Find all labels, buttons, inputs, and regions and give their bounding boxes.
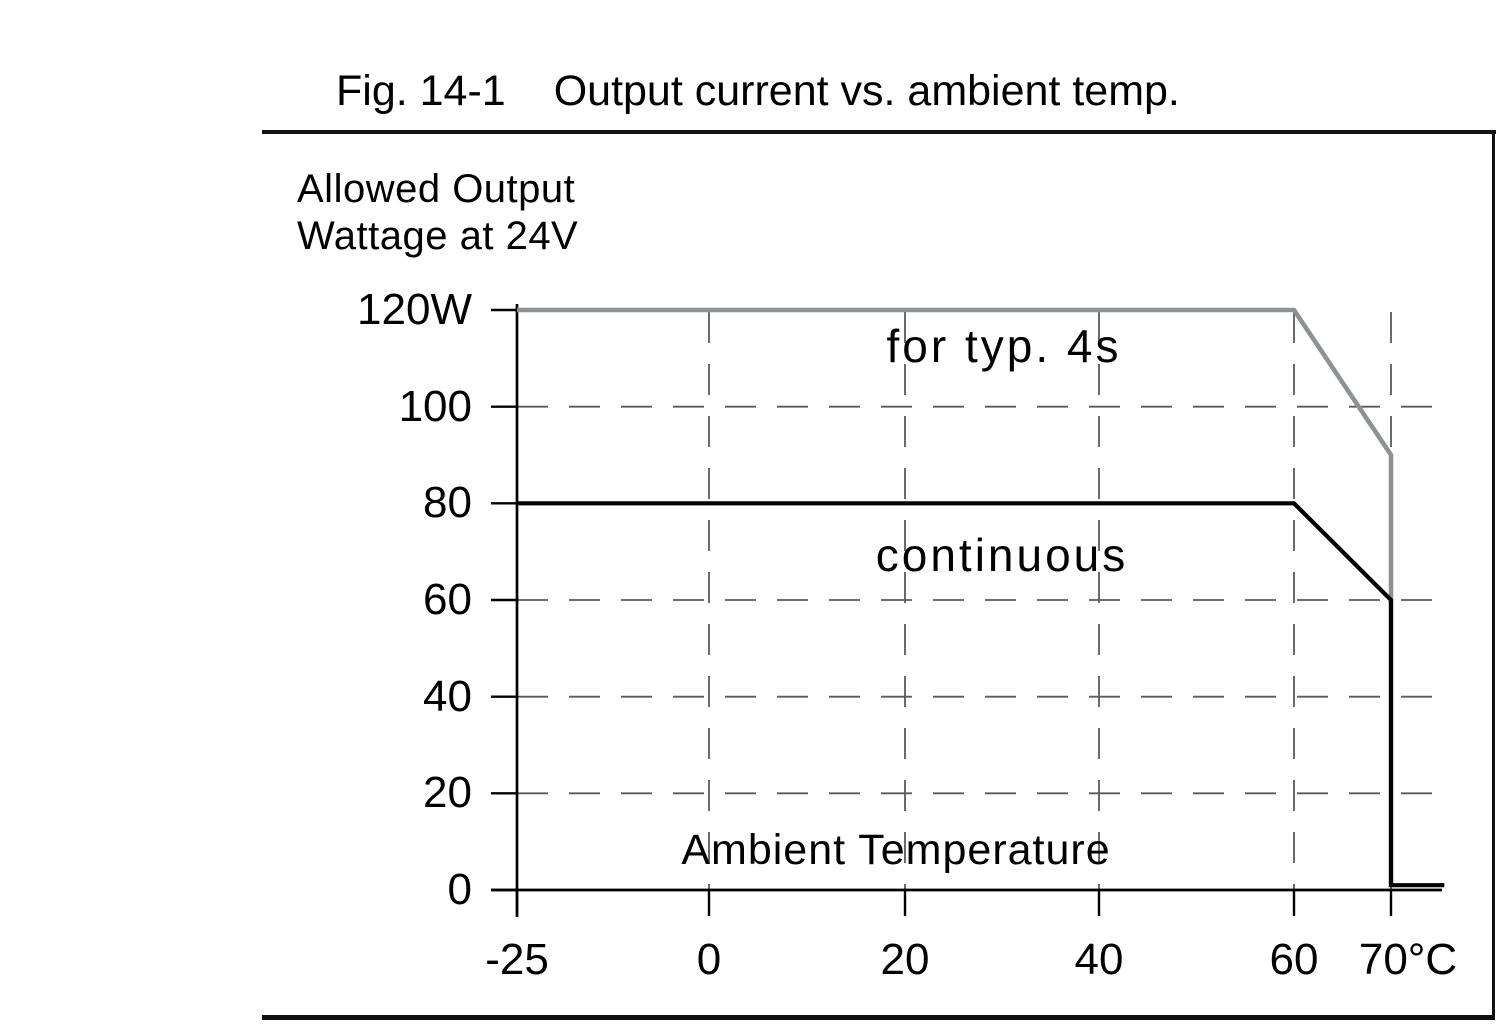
y-tick-label: 60: [423, 575, 472, 624]
x-tick-label: 60: [1269, 935, 1319, 984]
y-tick-label: 0: [447, 865, 472, 914]
x-tick-label: 20: [880, 935, 930, 984]
y-axis-title-line2: Wattage at 24V: [297, 214, 579, 258]
x-axis-title: Ambient Temperature: [681, 826, 1111, 874]
top-rule: [262, 130, 1496, 134]
series-line-for-typ-4s: [517, 307, 1394, 887]
y-axis-title: Allowed Output Wattage at 24V: [297, 166, 578, 260]
x-tick-label: 70°C: [1358, 935, 1458, 984]
y-tick-label: 100: [398, 381, 472, 431]
y-tick-label: 120W: [357, 285, 472, 334]
x-tick-label: -25: [485, 935, 549, 984]
bottom-rule: [262, 1015, 1495, 1020]
figure-title: Fig. 14-1 Output current vs. ambient tem…: [336, 68, 1180, 114]
figure-caption: Output current vs. ambient temp.: [553, 67, 1180, 115]
y-tick-label: 80: [423, 478, 472, 528]
right-rule: [1492, 130, 1495, 1018]
series-label-continuous: continuous: [875, 529, 1129, 581]
y-axis-title-line1: Allowed Output: [297, 167, 576, 211]
series-label-for-typ-4s: for typ. 4s: [886, 320, 1122, 372]
y-tick-label: 20: [423, 768, 472, 818]
x-tick-label: 0: [696, 935, 722, 984]
series-line-continuous: [517, 501, 1445, 888]
x-tick-label: 40: [1074, 935, 1124, 984]
y-tick-label: 40: [423, 671, 472, 721]
figure-number: Fig. 14-1: [336, 67, 506, 115]
